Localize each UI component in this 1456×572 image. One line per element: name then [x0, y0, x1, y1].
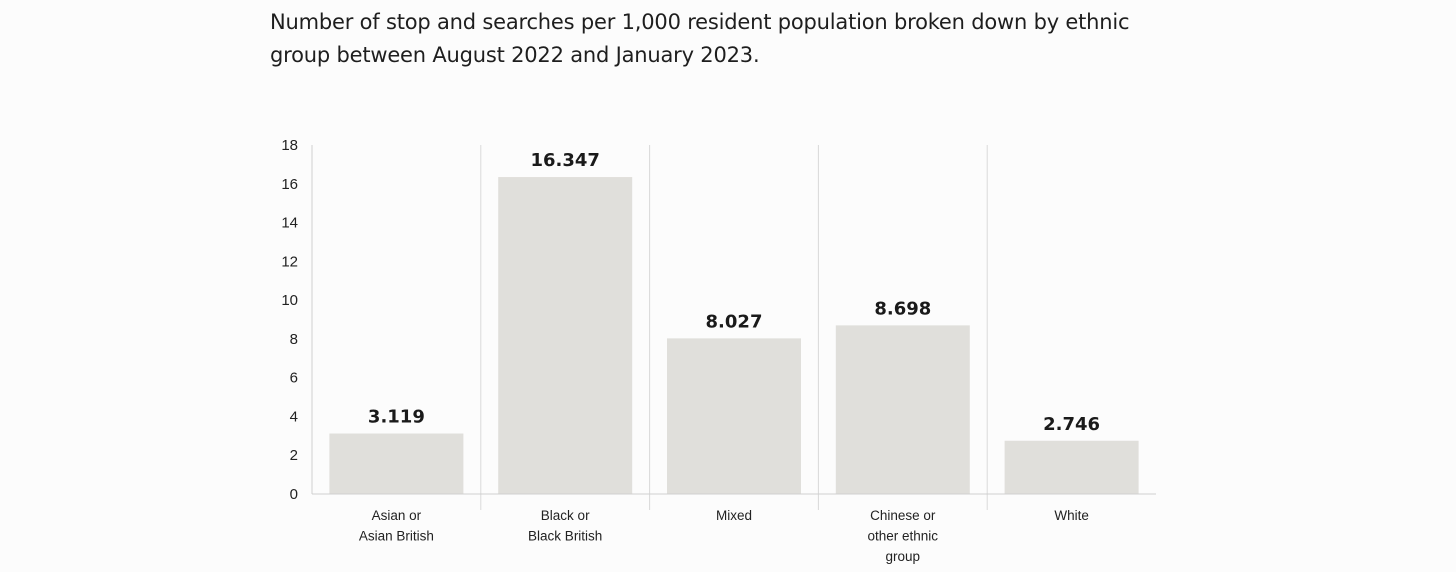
data-label: 16.347 [530, 150, 599, 171]
data-label: 3.119 [368, 407, 425, 428]
data-label: 8.027 [706, 311, 763, 332]
x-tick-label: Asian or Asian British [359, 508, 434, 544]
y-tick-label: 16 [281, 176, 298, 193]
y-axis-ticks: 0 2 4 6 8 10 12 14 16 18 [281, 137, 298, 503]
data-label: 2.746 [1043, 414, 1100, 435]
bar [329, 433, 464, 494]
y-tick-label: 4 [290, 408, 298, 425]
bar [1004, 440, 1139, 494]
y-tick-label: 6 [290, 370, 298, 387]
x-tick-label-line: Mixed [716, 508, 752, 523]
x-tick-label-line: other ethnic [868, 529, 939, 544]
x-tick-label: Mixed [716, 508, 752, 523]
axes [311, 145, 1156, 495]
data-label: 8.698 [874, 298, 931, 319]
bar [498, 177, 633, 494]
y-tick-label: 14 [281, 215, 298, 232]
x-tick-label-line: Black British [528, 529, 602, 544]
chart-title: Number of stop and searches per 1,000 re… [270, 10, 1130, 67]
y-tick-label: 10 [281, 292, 298, 309]
x-tick-label-line: Chinese or [870, 508, 936, 523]
bars [329, 177, 1139, 494]
y-tick-label: 2 [290, 447, 298, 464]
x-tick-label: White [1054, 508, 1089, 523]
bar [667, 338, 801, 494]
x-tick-label: Black or Black British [528, 508, 602, 544]
x-tick-label-line: Asian or [372, 508, 422, 523]
y-tick-label: 0 [290, 486, 298, 503]
x-tick-label: Chinese or other ethnic group [868, 508, 939, 564]
x-axis-labels: Asian or Asian British Black or Black Briti… [359, 508, 1089, 564]
y-tick-label: 12 [281, 253, 298, 270]
x-tick-label-line: Asian British [359, 529, 434, 544]
category-separators [480, 145, 988, 510]
x-tick-label-line: White [1054, 508, 1089, 523]
x-tick-label-line: group [886, 549, 921, 564]
x-tick-label-line: Black or [541, 508, 590, 523]
y-tick-label: 8 [290, 331, 298, 348]
bar [835, 325, 970, 494]
data-labels: 3.119 16.347 8.027 8.698 2.746 [368, 150, 1100, 435]
y-tick-label: 18 [281, 137, 298, 154]
